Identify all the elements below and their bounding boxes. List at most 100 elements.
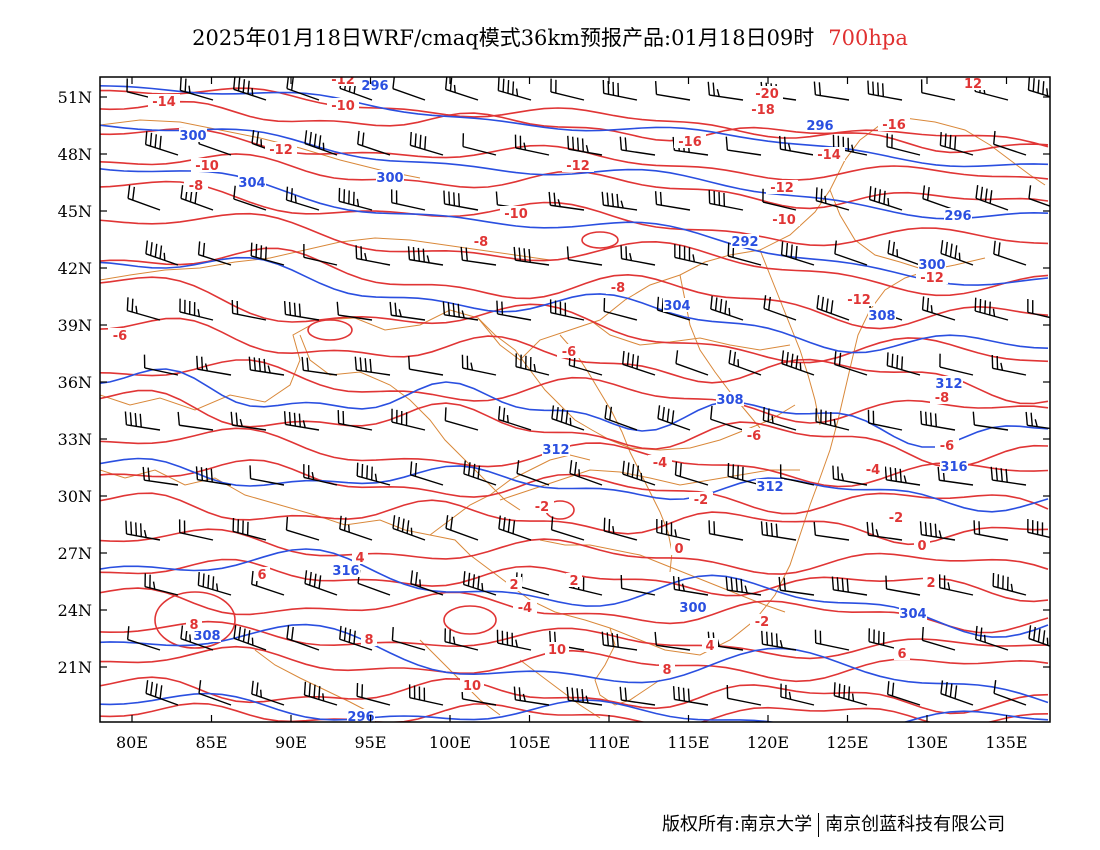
wind-barb (992, 572, 1027, 596)
wind-barb (619, 686, 656, 706)
label-backing (469, 234, 493, 248)
label-backing (861, 462, 885, 476)
wind-barb (391, 408, 426, 431)
wind-barb (603, 298, 638, 321)
wind-barb (566, 246, 603, 266)
wind-barb (443, 190, 479, 211)
boundary-line (499, 469, 800, 501)
wind-barb (868, 628, 903, 651)
label-backing (747, 102, 779, 116)
temperature-contour-label: 8 (662, 663, 671, 678)
label-backing (961, 77, 985, 90)
temperature-isotherm (100, 276, 1049, 364)
lon-label: 135E (985, 733, 1027, 752)
wind-barb (566, 686, 603, 706)
temperature-contour-label: -10 (772, 213, 796, 228)
wind-barb (357, 130, 391, 156)
wind-barb (179, 298, 214, 321)
height-contour-label: 308 (716, 393, 743, 408)
wind-barb (233, 625, 267, 651)
temperature-contour-label: -16 (678, 135, 702, 150)
height-contour (100, 85, 1049, 168)
wind-barb (513, 246, 550, 266)
label-backing (191, 158, 223, 172)
wind-barb (251, 680, 285, 706)
contour-labels: 296 300 304 300 296 292 296 300 304 308 308 312 312 3… (108, 77, 985, 722)
wind-barb (143, 354, 179, 376)
height-contour-label: 316 (940, 460, 967, 475)
temperature-isotherm (100, 702, 1049, 722)
wind-barb (831, 576, 868, 596)
lat-label: 39N (58, 316, 92, 335)
wind-barb (356, 462, 391, 486)
wind-barb (285, 186, 320, 211)
wind-barb (408, 355, 444, 376)
wind-barb (1028, 185, 1050, 211)
wind-barb (654, 631, 691, 651)
height-contour-label: 292 (731, 235, 758, 250)
label-backing (766, 180, 798, 194)
wind-barb (198, 680, 232, 706)
wind-barb (708, 190, 744, 211)
label-backing (663, 298, 691, 312)
label-backing (179, 128, 207, 142)
temperature-isotherm (100, 620, 1049, 660)
temperature-isotherm (100, 87, 1049, 148)
label-backing (674, 134, 706, 148)
wind-barb (619, 136, 656, 156)
label-backing (679, 600, 707, 614)
wind-barb (550, 516, 585, 541)
wind-barb (551, 405, 585, 431)
wind-barb (656, 519, 691, 541)
wind-barb (939, 353, 974, 376)
label-backing (702, 638, 718, 652)
wind-barb (993, 240, 1027, 266)
wind-barb (887, 240, 921, 266)
wind-barb (601, 631, 638, 651)
lon-label: 115E (667, 733, 709, 752)
height-contour-label: 300 (918, 258, 945, 273)
wind-barb (286, 77, 320, 101)
wind-barb (725, 576, 762, 596)
temperature-contour-label: 10 (548, 643, 566, 658)
wind-barb (814, 629, 850, 651)
temperature-contour-label: -12 (566, 159, 590, 174)
temperature-isotherm (100, 212, 1049, 297)
temperature-isotherm (100, 180, 1049, 247)
wind-barb (622, 460, 656, 486)
wind-barb (444, 77, 479, 101)
wind-barb (622, 350, 656, 376)
wind-barb (815, 408, 850, 431)
wind-barb (567, 135, 603, 156)
label-backing (557, 344, 581, 358)
wind-barb (126, 626, 161, 651)
label-backing (108, 328, 132, 342)
lon-label: 95E (354, 733, 386, 752)
wind-barb (780, 683, 815, 706)
wind-barb (760, 521, 797, 541)
temperature-contour-label: -12 (269, 143, 293, 158)
temperature-isotherm (100, 528, 1049, 575)
temperature-isotherm (100, 359, 1049, 424)
label-backing (361, 78, 389, 92)
map-title: 2025年01月18日WRF/cmaq模式36km预报产品:01月18日09时 7… (0, 22, 1100, 52)
lon-label: 105E (508, 733, 550, 752)
label-backing (500, 206, 532, 220)
wind-barb (604, 405, 638, 431)
label-backing (186, 617, 202, 631)
wind-barb (778, 576, 815, 596)
wind-barb (603, 517, 638, 541)
height-contour (100, 623, 1049, 704)
label-backing (756, 479, 784, 493)
wind-barb (975, 625, 1009, 651)
height-contour-label: 312 (935, 377, 962, 392)
temperature-contour-label: 12 (964, 77, 982, 92)
temperature-contour-label: -2 (889, 511, 903, 526)
temperature-contour-label: -10 (504, 207, 528, 222)
label-backing (327, 77, 359, 86)
wind-barb (285, 516, 320, 541)
temperature-contour-label: -14 (817, 148, 841, 163)
label-backing (884, 510, 908, 524)
label-backing (731, 234, 759, 248)
wind-barb (286, 625, 320, 651)
